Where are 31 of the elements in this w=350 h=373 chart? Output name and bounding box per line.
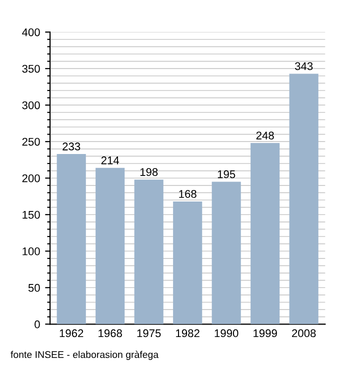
y-tick-label: 400	[22, 28, 40, 36]
y-tick-label: 300	[22, 101, 40, 110]
x-tick-label: 1990	[214, 329, 238, 338]
y-tick-label: 200	[22, 174, 40, 182]
x-tick-label: 1999	[254, 329, 277, 338]
bar	[173, 201, 202, 324]
y-tick-label: 100	[22, 247, 40, 256]
y-tick-label: 150	[22, 210, 40, 219]
bar	[96, 168, 125, 324]
bar	[289, 74, 318, 324]
x-tick-label: 2008	[292, 329, 316, 338]
data-label: 343	[294, 62, 313, 70]
y-tick-label: 250	[22, 138, 40, 146]
y-tick-label: 50	[28, 284, 40, 292]
y-tick-label: 0	[34, 320, 40, 328]
data-label: 233	[62, 142, 80, 150]
data-label: 214	[101, 156, 120, 164]
x-tick-label: 1975	[137, 329, 161, 338]
bar	[134, 180, 164, 324]
bar	[212, 182, 241, 324]
x-tick-label: 1982	[176, 329, 200, 338]
x-tick-label: 1962	[60, 329, 84, 338]
source-note: fonte INSEE - elaborasion gràfega	[10, 350, 159, 360]
x-tick-label: 1968	[98, 329, 122, 338]
y-tick-label: 350	[22, 64, 40, 73]
bar	[250, 143, 280, 324]
data-label: 198	[140, 168, 158, 176]
data-label: 248	[256, 132, 274, 140]
data-label: 195	[218, 170, 236, 178]
bar	[56, 154, 86, 324]
data-label: 168	[179, 190, 196, 198]
